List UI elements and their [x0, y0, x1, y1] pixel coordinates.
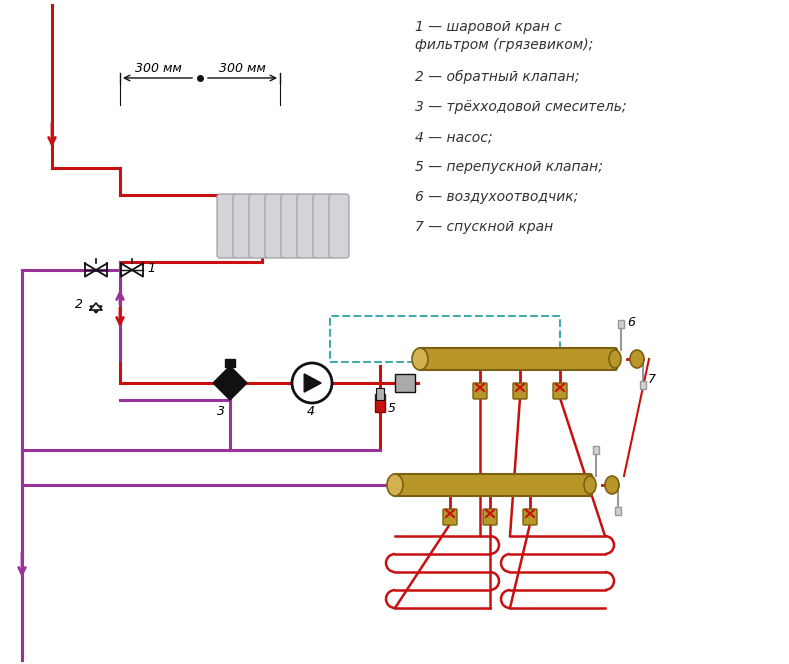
FancyBboxPatch shape [523, 509, 537, 525]
FancyBboxPatch shape [418, 348, 617, 370]
Bar [225, 359, 235, 367]
Text: 6 — воздухоотводчик;: 6 — воздухоотводчик; [415, 190, 578, 204]
Text: 4: 4 [307, 405, 315, 418]
Text: 5 — перепускной клапан;: 5 — перепускной клапан; [415, 160, 603, 174]
Text: 7: 7 [648, 373, 656, 386]
FancyBboxPatch shape [329, 194, 349, 258]
Polygon shape [90, 306, 102, 313]
FancyBboxPatch shape [297, 194, 317, 258]
FancyBboxPatch shape [233, 194, 253, 258]
FancyBboxPatch shape [473, 383, 487, 399]
Ellipse shape [605, 476, 619, 494]
Bar [376, 388, 384, 400]
Polygon shape [305, 374, 321, 392]
Text: 6: 6 [627, 315, 635, 329]
FancyBboxPatch shape [313, 194, 333, 258]
Ellipse shape [630, 350, 644, 368]
Text: 1: 1 [147, 262, 155, 275]
FancyBboxPatch shape [249, 194, 269, 258]
Text: 2: 2 [75, 298, 83, 311]
Text: 2 — обратный клапан;: 2 — обратный клапан; [415, 70, 579, 84]
Bar [618, 320, 624, 328]
Polygon shape [96, 264, 107, 277]
Text: 3: 3 [217, 405, 225, 418]
FancyBboxPatch shape [553, 383, 567, 399]
Polygon shape [121, 264, 132, 277]
FancyBboxPatch shape [483, 509, 497, 525]
Bar [395, 374, 415, 392]
Bar [330, 316, 560, 362]
Ellipse shape [584, 476, 596, 494]
Bar [375, 394, 385, 412]
Circle shape [292, 363, 332, 403]
Text: 5: 5 [388, 402, 396, 415]
Bar [640, 381, 646, 389]
Text: фильтром (грязевиком);: фильтром (грязевиком); [415, 38, 593, 52]
Polygon shape [213, 366, 247, 400]
Bar [593, 446, 599, 454]
FancyBboxPatch shape [393, 474, 592, 496]
FancyBboxPatch shape [281, 194, 301, 258]
FancyBboxPatch shape [443, 509, 457, 525]
Polygon shape [90, 303, 102, 310]
Text: 1 — шаровой кран с: 1 — шаровой кран с [415, 20, 562, 34]
FancyBboxPatch shape [217, 194, 237, 258]
Bar [615, 507, 621, 515]
Ellipse shape [412, 348, 428, 370]
Text: 3 — трёхходовой смеситель;: 3 — трёхходовой смеситель; [415, 100, 626, 114]
Text: 300 мм: 300 мм [135, 62, 181, 75]
Text: 4 — насос;: 4 — насос; [415, 130, 492, 144]
FancyBboxPatch shape [265, 194, 285, 258]
Ellipse shape [387, 474, 403, 496]
Polygon shape [132, 264, 143, 277]
Text: 300 мм: 300 мм [219, 62, 265, 75]
Text: 7 — спускной кран: 7 — спускной кран [415, 220, 553, 234]
Polygon shape [85, 264, 96, 277]
FancyBboxPatch shape [513, 383, 527, 399]
Ellipse shape [609, 350, 621, 368]
